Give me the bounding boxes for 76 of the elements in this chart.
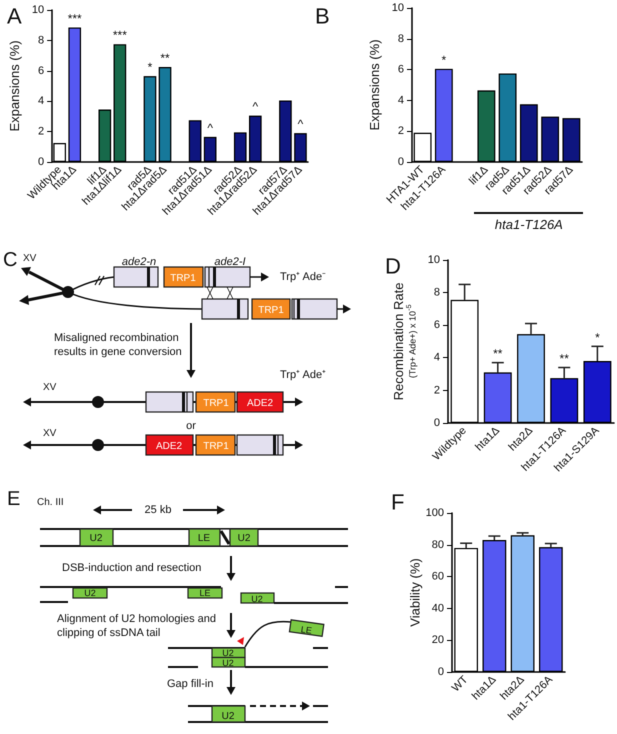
annotation: ^ — [252, 100, 258, 114]
y-tick-label: 0 — [434, 416, 440, 429]
text: ade2-n — [122, 256, 156, 268]
text: Trp⁺ Ade⁻ — [280, 271, 326, 283]
text: TRP1 — [170, 273, 196, 284]
text: Trp⁺ Ade⁺ — [280, 369, 326, 381]
text: U2 — [222, 658, 234, 668]
text: U2 — [84, 588, 96, 598]
text: hta1-T126A — [494, 217, 563, 232]
text: U2 — [222, 711, 235, 722]
text: ade2-I — [214, 256, 246, 268]
y-tick-label: 10 — [32, 4, 44, 16]
y-tick-label: 40 — [432, 602, 444, 614]
y-tick-label: 6 — [398, 64, 404, 76]
annotation: ** — [560, 352, 570, 366]
text: LE — [198, 533, 210, 544]
annotation: *** — [68, 11, 82, 26]
y-tick-label: 8 — [398, 32, 404, 45]
text: Alignment of U2 homologies and clipping of ssDNA tail — [57, 613, 216, 639]
annotation: *** — [112, 28, 128, 42]
y-tick-label: 8 — [38, 34, 44, 46]
y-tick-label: 2 — [38, 126, 44, 138]
text: U2 — [90, 533, 103, 544]
y-tick-label: 2 — [398, 125, 404, 138]
y-tick-label: 6 — [38, 64, 44, 77]
annotation: ^ — [298, 117, 304, 132]
y-tick-label: 10 — [428, 254, 440, 266]
y-axis-title: Expansions (%) — [366, 39, 382, 131]
text: U2 — [222, 648, 234, 658]
text: U2 — [251, 594, 263, 604]
text: DSB-induction and resection — [62, 562, 202, 574]
y-tick-label: 6 — [434, 319, 440, 332]
text: 25 kb — [144, 504, 172, 516]
y-tick-label: 0 — [38, 156, 44, 168]
y-tick-label: 10 — [392, 2, 404, 14]
y-tick-label: 2 — [434, 384, 440, 396]
y-tick-label: 0 — [438, 666, 444, 678]
chart-title: D — [385, 254, 401, 278]
text: LE — [199, 588, 211, 598]
y-axis-title: Viability (%) — [408, 558, 423, 627]
text: XV — [23, 253, 37, 264]
y-tick-label: 100 — [426, 507, 444, 519]
text: Misaligned recombination results in gene conversion — [54, 332, 182, 358]
text: TRP1 — [258, 305, 284, 316]
y-tick-label: 4 — [398, 94, 404, 106]
y-tick-label: 0 — [398, 156, 404, 168]
annotation: * — [595, 330, 600, 344]
text: ADE2 — [246, 398, 274, 409]
chart-title: B — [315, 4, 330, 28]
y-tick-label: 60 — [432, 570, 444, 583]
text: U2 — [238, 533, 251, 544]
annotation: ** — [160, 51, 170, 65]
x-tick-label: WT — [450, 674, 471, 694]
text: E — [7, 488, 20, 510]
y-tick-label: 20 — [432, 634, 444, 646]
y-axis-title: Expansions (%) — [7, 40, 22, 132]
text: TRP1 — [203, 441, 230, 452]
annotation: ** — [493, 346, 503, 361]
annotation: * — [442, 52, 447, 67]
annotation: * — [148, 60, 153, 74]
text: XV — [43, 428, 57, 439]
text: Gap fill-in — [167, 678, 214, 690]
y-tick-label: 4 — [38, 95, 44, 108]
text: LE — [300, 624, 313, 636]
text: Ch. III — [37, 497, 64, 508]
chart-title: F — [391, 490, 404, 514]
text: C — [3, 249, 18, 271]
text: XV — [43, 382, 57, 393]
y-tick-label: 4 — [434, 352, 440, 364]
text: TRP1 — [203, 398, 230, 409]
y-tick-label: 80 — [432, 538, 444, 551]
annotation: ^ — [207, 120, 214, 135]
text: ADE2 — [156, 441, 182, 452]
chart-title: A — [7, 4, 22, 28]
text: or — [186, 420, 196, 432]
y-tick-label: 8 — [434, 286, 440, 299]
